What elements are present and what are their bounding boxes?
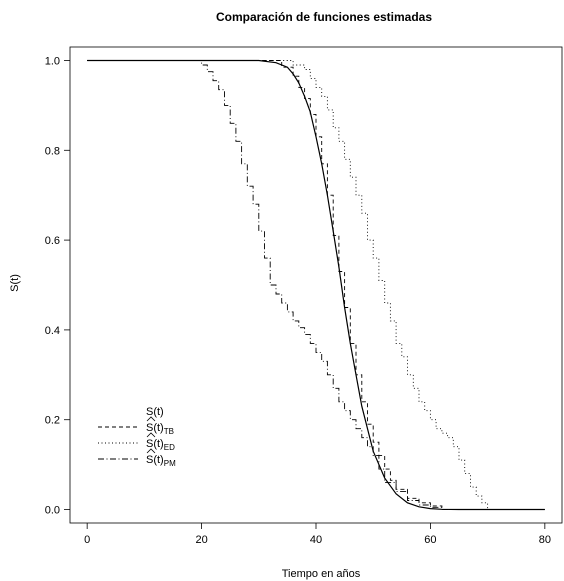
y-axis: 0.0 0.2 0.4 0.6 0.8 1.0 xyxy=(45,55,70,517)
hat-mark-1 xyxy=(146,416,156,422)
x-tick-label: 60 xyxy=(424,534,436,546)
hat-mark-3 xyxy=(146,448,156,454)
y-tick-label: 0.0 xyxy=(45,505,60,517)
series-line-2 xyxy=(87,60,545,510)
hat-mark-2 xyxy=(146,432,156,438)
legend-label-1: S(t)TB xyxy=(146,422,174,436)
x-tick-label: 40 xyxy=(310,534,322,546)
plot-frame xyxy=(69,46,563,524)
y-tick-label: 0.8 xyxy=(45,145,60,157)
series-layer xyxy=(87,59,545,511)
y-tick-label: 1.0 xyxy=(45,55,60,67)
series-line-3 xyxy=(87,60,545,510)
x-tick-label: 80 xyxy=(539,534,551,546)
legend-label-2: S(t)ED xyxy=(146,438,175,452)
legend-label-0: S(t) xyxy=(146,406,164,418)
x-tick-label: 0 xyxy=(84,534,90,546)
y-axis-label: S(t) xyxy=(9,274,21,292)
legend: S(t) S(t)TB S(t)ED S(t)PM xyxy=(98,406,176,468)
y-tick-label: 0.4 xyxy=(45,325,60,337)
y-tick-label: 0.2 xyxy=(45,415,60,427)
chart-title: Comparación de funciones estimadas xyxy=(216,10,432,24)
x-axis-label: Tiempo en años xyxy=(282,568,361,580)
x-axis: 0 20 40 60 80 xyxy=(84,523,551,546)
y-tick-label: 0.6 xyxy=(45,235,60,247)
legend-label-3: S(t)PM xyxy=(146,454,176,468)
series-line-1 xyxy=(87,60,545,510)
x-tick-label: 20 xyxy=(195,534,207,546)
